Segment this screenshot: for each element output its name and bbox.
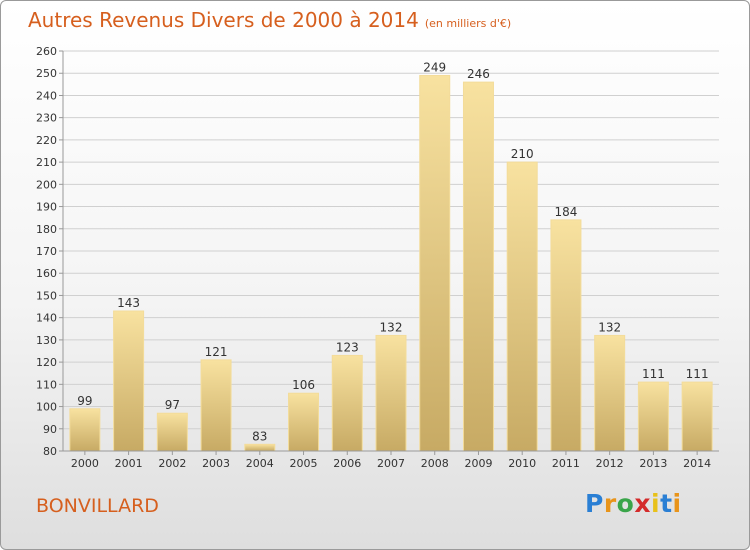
- chart-title: Autres Revenus Divers de 2000 à 2014 (en …: [28, 8, 511, 32]
- proxiti-logo: Proxiti: [585, 489, 682, 518]
- x-tick-label: 2012: [596, 457, 624, 470]
- y-tick-label: 150: [36, 289, 57, 302]
- y-tick-label: 160: [36, 267, 57, 280]
- data-label: 143: [117, 296, 140, 310]
- data-label: 111: [642, 367, 665, 381]
- bar: [506, 161, 538, 452]
- bar: [200, 359, 232, 452]
- x-tick-label: 2004: [246, 457, 274, 470]
- data-label: 249: [423, 60, 446, 74]
- x-tick-label: 2005: [290, 457, 318, 470]
- x-tick-label: 2010: [508, 457, 536, 470]
- logo-letter: i: [672, 489, 682, 518]
- bar: [550, 219, 582, 452]
- logo-letter: o: [616, 489, 635, 518]
- x-tick-label: 2008: [421, 457, 449, 470]
- data-label: 121: [205, 345, 228, 359]
- data-label: 184: [554, 205, 577, 219]
- data-label: 97: [165, 398, 180, 412]
- bar: [594, 334, 626, 452]
- y-tick-label: 180: [36, 223, 57, 236]
- data-label: 210: [511, 147, 534, 161]
- data-label: 123: [336, 340, 359, 354]
- x-tick-label: 2011: [552, 457, 580, 470]
- y-tick-label: 90: [43, 423, 57, 436]
- x-tick-label: 2002: [158, 457, 186, 470]
- data-label: 111: [686, 367, 709, 381]
- chart-title-text: Autres Revenus Divers de 2000 à 2014: [28, 8, 419, 32]
- y-tick-label: 110: [36, 378, 57, 391]
- bar: [156, 412, 188, 452]
- x-tick-label: 2006: [333, 457, 361, 470]
- logo-letter: P: [585, 489, 604, 518]
- x-tick-label: 2013: [639, 457, 667, 470]
- bar: [69, 408, 101, 452]
- x-tick-label: 2009: [464, 457, 492, 470]
- y-tick-label: 240: [36, 89, 57, 102]
- y-tick-label: 250: [36, 67, 57, 80]
- bar: [637, 381, 669, 452]
- y-tick-label: 260: [36, 45, 57, 58]
- logo-letter: i: [651, 489, 661, 518]
- data-label: 132: [598, 320, 621, 334]
- y-tick-label: 220: [36, 134, 57, 147]
- y-tick-label: 190: [36, 201, 57, 214]
- x-tick-label: 2007: [377, 457, 405, 470]
- location-name: BONVILLARD: [36, 495, 159, 517]
- bar: [113, 310, 145, 452]
- x-tick-label: 2014: [683, 457, 711, 470]
- y-tick-label: 140: [36, 312, 57, 325]
- logo-letter: x: [634, 489, 651, 518]
- y-tick-label: 100: [36, 401, 57, 414]
- y-tick-label: 210: [36, 156, 57, 169]
- data-label: 246: [467, 67, 490, 81]
- bar: [331, 354, 363, 452]
- bar: [681, 381, 713, 452]
- y-tick-label: 130: [36, 334, 57, 347]
- y-tick-label: 230: [36, 112, 57, 125]
- bar: [375, 334, 407, 452]
- chart-subtitle: (en milliers d'€): [424, 17, 512, 30]
- data-label: 99: [77, 394, 92, 408]
- bar: [419, 74, 451, 452]
- data-label: 83: [252, 429, 267, 443]
- y-tick-label: 200: [36, 178, 57, 191]
- bar: [288, 392, 320, 452]
- y-tick-label: 80: [43, 445, 57, 458]
- x-tick-label: 2003: [202, 457, 230, 470]
- logo-letter: t: [660, 489, 673, 518]
- x-tick-label: 2001: [115, 457, 143, 470]
- data-label: 132: [380, 320, 403, 334]
- data-label: 106: [292, 378, 315, 392]
- y-tick-label: 120: [36, 356, 57, 369]
- logo-letter: r: [603, 489, 617, 518]
- x-tick-label: 2000: [71, 457, 99, 470]
- bar: [244, 443, 276, 452]
- y-tick-label: 170: [36, 245, 57, 258]
- bar: [462, 81, 494, 452]
